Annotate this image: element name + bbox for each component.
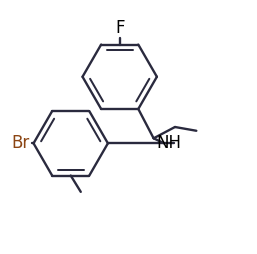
Text: NH: NH (156, 134, 181, 152)
Text: F: F (115, 19, 124, 37)
Text: Br: Br (12, 134, 30, 152)
